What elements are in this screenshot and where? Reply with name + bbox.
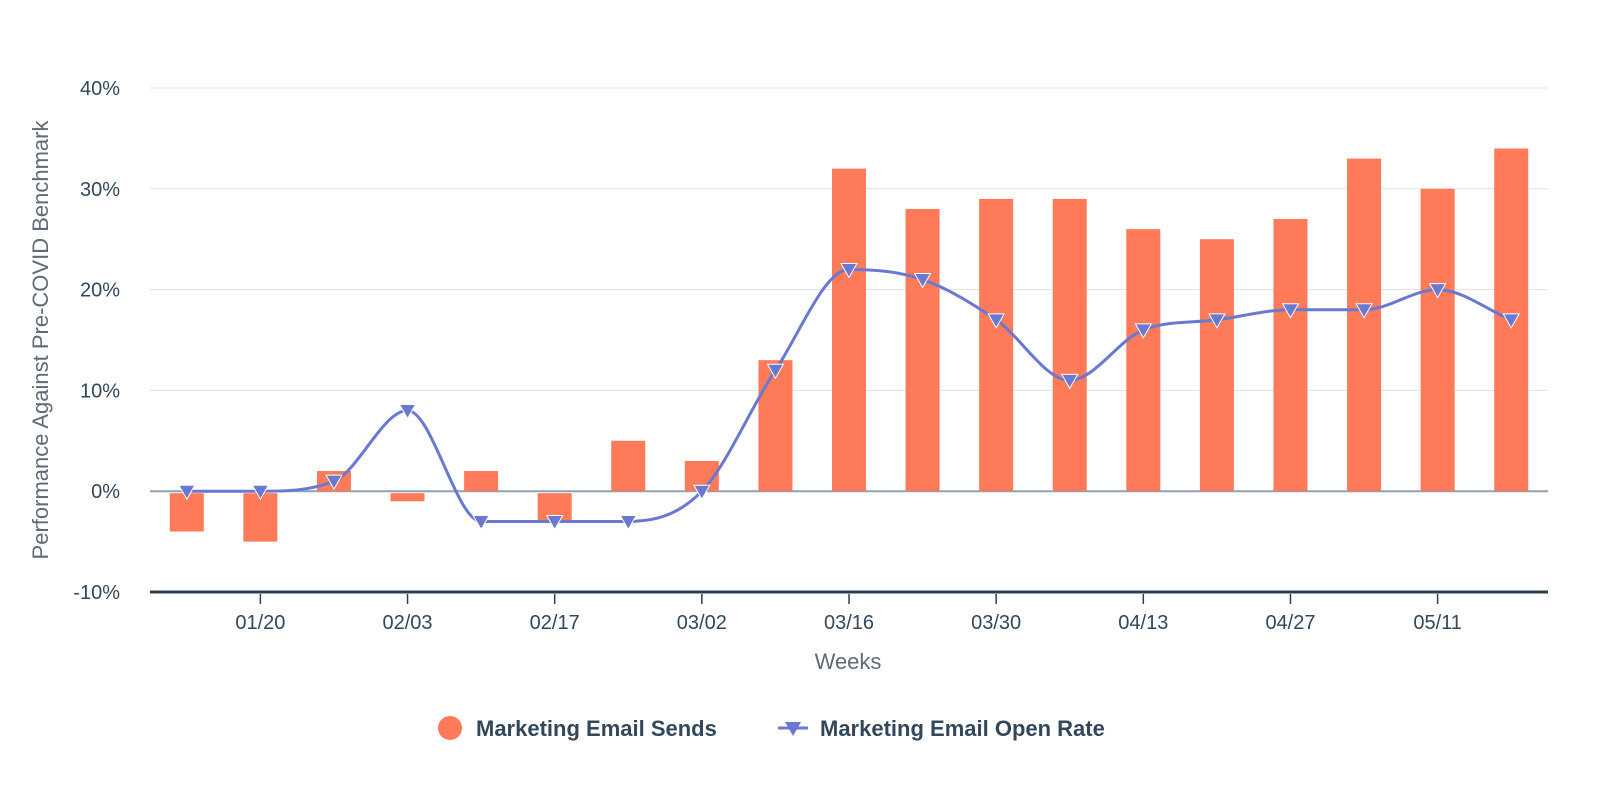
line-point[interactable] — [987, 313, 1006, 329]
line-point[interactable] — [472, 514, 490, 531]
line-point[interactable] — [1502, 313, 1521, 329]
line-point[interactable] — [692, 484, 711, 501]
bar[interactable] — [1199, 239, 1234, 492]
axes: 40% 30% 20% 10% 0% -10% 01/20 02/03 02/17 03/02 03… — [73, 78, 1548, 634]
line-point[interactable] — [1134, 323, 1153, 339]
bar[interactable] — [611, 440, 646, 492]
bar[interactable] — [1420, 188, 1455, 492]
bar[interactable] — [1126, 229, 1161, 492]
x-tick-label: 03/02 — [677, 612, 727, 634]
x-tick-label: 02/17 — [530, 612, 580, 634]
bar[interactable] — [1347, 158, 1382, 492]
x-tick-label: 02/03 — [382, 612, 432, 634]
x-tick-label: 05/11 — [1413, 612, 1462, 634]
y-axis-title: Performance Against Pre-COVID Benchmark — [28, 120, 53, 560]
line-point[interactable] — [545, 514, 564, 531]
y-tick-label: 0% — [91, 481, 120, 503]
bar[interactable] — [390, 493, 425, 502]
line-point[interactable] — [913, 273, 932, 289]
x-tick-label: 03/16 — [824, 612, 874, 634]
line-point[interactable] — [766, 363, 785, 380]
bar[interactable] — [1273, 219, 1308, 492]
x-tick-label: 03/30 — [971, 612, 1021, 634]
x-tick-label: 01/20 — [235, 612, 285, 634]
bar-series — [169, 148, 1529, 542]
line-point[interactable] — [619, 514, 638, 531]
legend-sends-marker — [438, 716, 462, 740]
x-tick-label: 04/27 — [1265, 612, 1315, 634]
y-tick-label: -10% — [73, 582, 120, 604]
line-point[interactable] — [1281, 303, 1300, 319]
legend-open-rate-label[interactable]: Marketing Email Open Rate — [820, 716, 1105, 741]
line-point[interactable] — [1208, 313, 1226, 329]
bar[interactable] — [832, 168, 866, 492]
legend-open-rate-marker — [785, 722, 801, 736]
line-point[interactable] — [1060, 373, 1079, 390]
bar[interactable] — [243, 493, 278, 542]
x-axis-title: Weeks — [815, 649, 882, 674]
line-point[interactable] — [1428, 283, 1447, 299]
y-tick-label: 20% — [80, 280, 120, 302]
bar[interactable] — [905, 208, 940, 492]
y-tick-label: 10% — [80, 380, 120, 402]
x-tick-label: 04/13 — [1118, 612, 1168, 634]
y-tick-label: 30% — [80, 179, 120, 201]
line-point[interactable] — [840, 262, 858, 279]
legend-sends-label[interactable]: Marketing Email Sends — [476, 716, 717, 741]
line-point[interactable] — [251, 484, 270, 501]
legend: Marketing Email Sends Marketing Email Op… — [438, 716, 1105, 741]
bar[interactable] — [464, 471, 499, 492]
line-point[interactable] — [398, 404, 417, 420]
bar[interactable] — [979, 198, 1014, 492]
y-tick-label: 40% — [80, 78, 120, 100]
bar[interactable] — [1052, 198, 1087, 492]
bar[interactable] — [758, 360, 793, 492]
line-point[interactable] — [325, 474, 343, 491]
line-point[interactable] — [177, 484, 196, 501]
line-series — [177, 262, 1521, 531]
line-point[interactable] — [1355, 303, 1373, 319]
